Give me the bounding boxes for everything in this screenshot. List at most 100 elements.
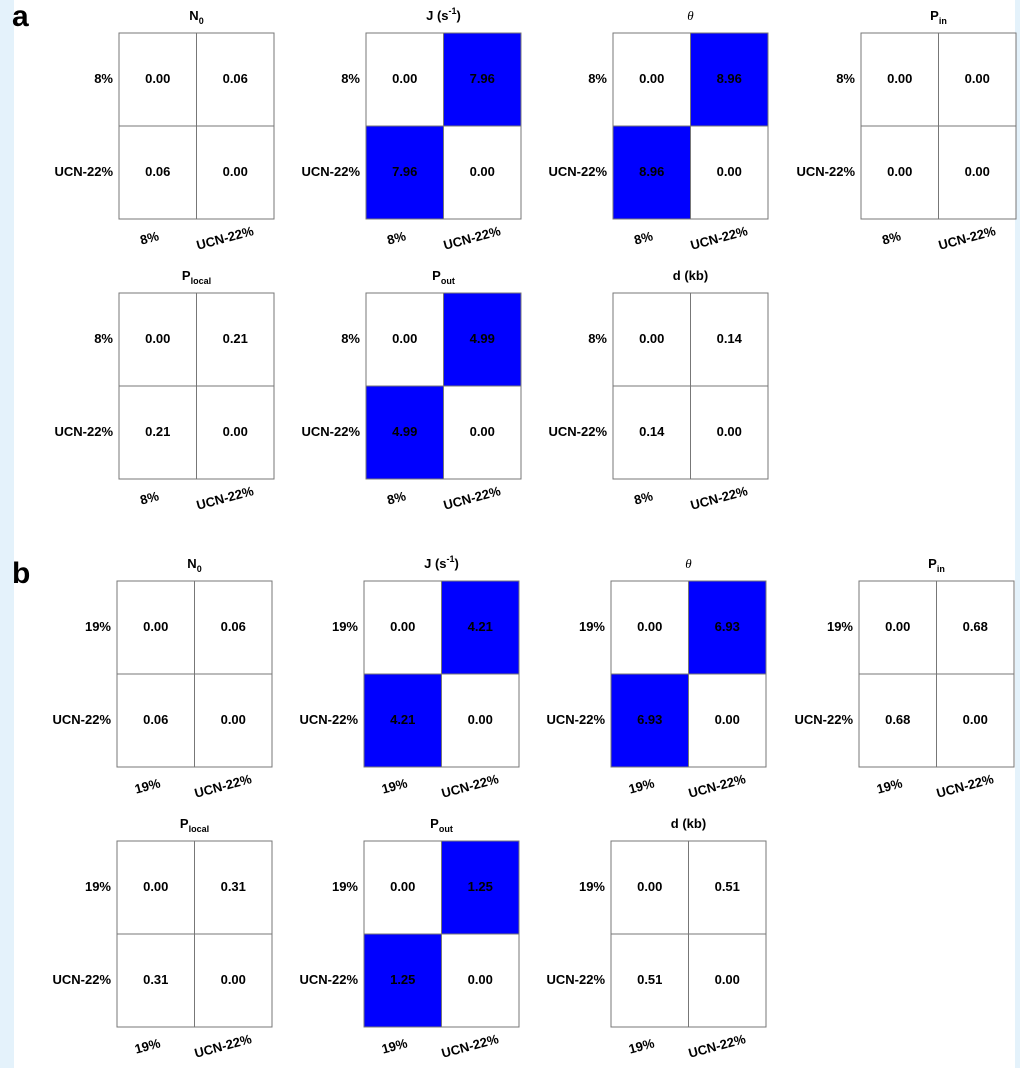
cell-label: 8.96 — [639, 164, 664, 179]
cell-label: 0.00 — [221, 972, 246, 987]
cell-label: 6.93 — [715, 619, 740, 634]
cell — [688, 673, 767, 768]
title-part: in — [939, 16, 947, 26]
column-label: UCN-22% — [687, 1031, 748, 1061]
chart-title: Plocal — [180, 816, 209, 834]
cell-label: 0.00 — [965, 164, 990, 179]
chart-title: Pin — [928, 556, 945, 574]
cell-label: 0.06 — [223, 71, 248, 86]
cell — [443, 125, 522, 220]
cell — [936, 580, 1015, 675]
title-part: local — [189, 824, 210, 834]
cell — [610, 673, 689, 768]
cell-label: 0.51 — [637, 972, 662, 987]
column-label: UCN-22% — [193, 1031, 254, 1061]
column-label: UCN-22% — [935, 771, 996, 801]
cell-label: 0.00 — [143, 879, 168, 894]
column-label: 8% — [138, 228, 160, 247]
cell — [116, 673, 195, 768]
row-label: UCN-22% — [52, 712, 111, 727]
cell — [688, 840, 767, 935]
row-label: UCN-22% — [548, 164, 607, 179]
title-part: -1 — [447, 554, 455, 564]
column-label: 19% — [627, 775, 656, 796]
cell-label: 0.00 — [715, 972, 740, 987]
title-part: P — [182, 268, 191, 283]
cell-label: 0.00 — [470, 164, 495, 179]
title-part: P — [180, 816, 189, 831]
row-label: UCN-22% — [301, 164, 360, 179]
cell-label: 0.21 — [223, 331, 248, 346]
column-label: 19% — [875, 775, 904, 796]
cell — [363, 673, 442, 768]
column-label: UCN-22% — [440, 771, 501, 801]
column-label: UCN-22% — [689, 223, 750, 253]
cell — [860, 125, 939, 220]
title-part: ) — [457, 8, 461, 23]
cell — [688, 580, 767, 675]
column-label: 8% — [138, 488, 160, 507]
column-label: UCN-22% — [195, 483, 256, 513]
cell — [441, 673, 520, 768]
column-label: UCN-22% — [689, 483, 750, 513]
cell-label: 0.21 — [145, 424, 170, 439]
row-label: UCN-22% — [299, 972, 358, 987]
title-part: out — [439, 824, 453, 834]
cell — [196, 125, 275, 220]
cell-label: 6.93 — [637, 712, 662, 727]
cell-label: 0.00 — [885, 619, 910, 634]
column-label: 19% — [380, 1035, 409, 1056]
column-label: 19% — [133, 775, 162, 796]
column-label: UCN-22% — [440, 1031, 501, 1061]
cell — [196, 292, 275, 387]
cell — [118, 32, 197, 127]
column-label: 19% — [133, 1035, 162, 1056]
cell — [194, 840, 273, 935]
row-label: 8% — [94, 71, 113, 86]
cell — [612, 125, 691, 220]
cell-label: 0.00 — [717, 164, 742, 179]
cell — [196, 32, 275, 127]
row-label: UCN-22% — [794, 712, 853, 727]
cell — [441, 580, 520, 675]
title-part: 0 — [199, 16, 204, 26]
column-label: UCN-22% — [193, 771, 254, 801]
row-label: UCN-22% — [52, 972, 111, 987]
cell — [365, 385, 444, 480]
cell — [610, 933, 689, 1028]
cell — [443, 32, 522, 127]
row-label: 8% — [341, 71, 360, 86]
row-label: UCN-22% — [54, 424, 113, 439]
cell-label: 0.00 — [223, 164, 248, 179]
cell — [688, 933, 767, 1028]
chart-title: Plocal — [182, 268, 211, 286]
cell-label: 0.00 — [887, 71, 912, 86]
cell — [365, 292, 444, 387]
column-label: 8% — [632, 488, 654, 507]
cell-label: 8.96 — [717, 71, 742, 86]
row-label: UCN-22% — [301, 424, 360, 439]
cell — [936, 673, 1015, 768]
cell-label: 4.99 — [392, 424, 417, 439]
column-label: UCN-22% — [687, 771, 748, 801]
column-label: 8% — [385, 228, 407, 247]
cell — [363, 933, 442, 1028]
side-strip — [0, 0, 14, 1068]
cell-label: 0.00 — [145, 331, 170, 346]
cell-label: 0.06 — [143, 712, 168, 727]
title-part: ) — [455, 556, 459, 571]
chart-title: Pout — [430, 816, 453, 834]
row-label: 8% — [588, 71, 607, 86]
row-label: 8% — [588, 331, 607, 346]
cell-label: 0.00 — [715, 712, 740, 727]
title-part: J (s — [424, 556, 446, 571]
cell-label: 4.99 — [470, 331, 495, 346]
row-label: 19% — [579, 879, 605, 894]
row-label: UCN-22% — [54, 164, 113, 179]
cell-label: 0.00 — [639, 71, 664, 86]
cell — [443, 385, 522, 480]
cell — [365, 125, 444, 220]
cell-label: 0.00 — [392, 331, 417, 346]
